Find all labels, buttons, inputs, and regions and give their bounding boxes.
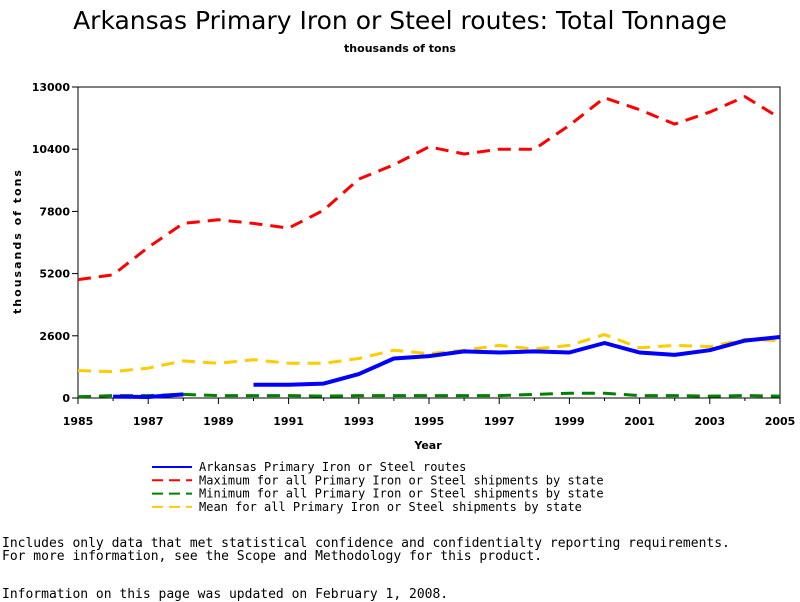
plot-area [77,86,781,399]
note-updated: Information on this page was updated on … [2,587,449,602]
legend-minimum-label: Minimum for all Primary Iron or Steel sh… [199,487,604,501]
x-tick-label: 2001 [624,415,655,428]
y-axis-title: thousands of tons [11,168,24,314]
x-tick-label: 1991 [273,415,304,428]
series-mean-line [77,333,781,374]
legend: Arkansas Primary Iron or Steel routesMax… [152,460,604,514]
x-tick-label: 1997 [484,415,515,428]
x-tick-label: 1993 [343,415,374,428]
x-tick-label: 1999 [554,415,585,428]
x-tick-label: 1989 [203,415,234,428]
series-arkansas-routes-line [253,335,781,387]
y-axis: 0 2600 5200 7800 10400 13000 [32,81,78,405]
x-axis-title: Year [413,439,442,452]
y-tick-label: 13000 [32,81,71,94]
series-minimum-line [77,391,781,399]
legend-maximum-label: Maximum for all Primary Iron or Steel sh… [199,473,604,487]
x-tick-label: 1985 [63,415,94,428]
y-tick-label: 2600 [39,330,70,343]
series-maximum-line [77,95,781,282]
x-tick-label: 1995 [414,415,445,428]
y-tick-label: 5200 [39,268,70,281]
x-axis: 1985 1987 1989 1991 1993 1995 1997 1999 2001 2003… [63,398,796,428]
chart-subtitle: thousands of tons [344,42,456,55]
plot-border [77,86,781,399]
series-arkansas-routes-line [113,392,184,399]
x-tick-label: 1987 [133,415,164,428]
note-confidence: Includes only data that met statistical … [2,536,730,551]
x-tick-label: 2005 [765,415,796,428]
note-methodology: For more information, see the Scope and … [2,549,543,564]
y-tick-label: 7800 [39,205,70,218]
y-tick-label: 0 [62,392,70,405]
series-layer [77,95,781,399]
legend-arkansas-routes-label: Arkansas Primary Iron or Steel routes [199,460,466,474]
legend-mean-label: Mean for all Primary Iron or Steel shipm… [199,500,582,514]
y-tick-label: 10400 [32,143,71,156]
chart-title: Arkansas Primary Iron or Steel routes: T… [73,6,727,35]
x-tick-label: 2003 [694,415,725,428]
